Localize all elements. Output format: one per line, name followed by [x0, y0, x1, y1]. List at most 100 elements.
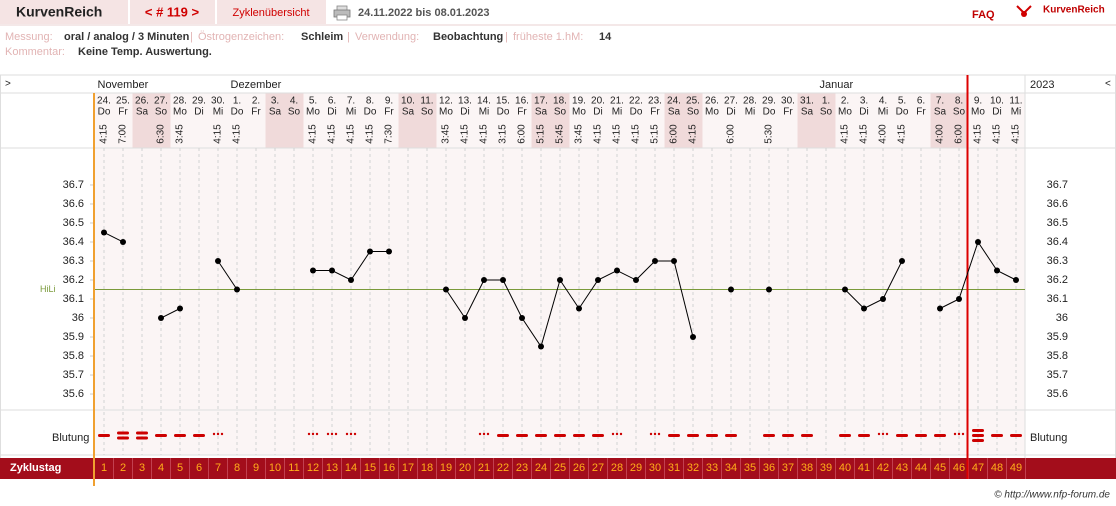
bleeding-bar [1010, 434, 1022, 437]
cycle-day-number: 35 [744, 462, 756, 474]
bleeding-label: Blutung [52, 432, 89, 444]
cycle-day-number: 8 [234, 462, 240, 474]
cycle-day-number: 36 [763, 462, 775, 474]
weekday-label: Do [364, 107, 377, 118]
weekday-label: Mi [878, 107, 889, 118]
temperature-point [367, 248, 373, 255]
date-label: 25. [686, 96, 700, 107]
bleeding-bar [725, 434, 737, 437]
bleeding-dot [957, 432, 961, 436]
date-label: 6. [917, 96, 925, 107]
bleeding-dot [315, 432, 319, 436]
footer: © http://www.nfp-forum.de [994, 490, 1110, 501]
bleeding-mark [478, 432, 490, 436]
bleeding-bar [193, 434, 205, 437]
bleeding-mark [516, 434, 528, 437]
cycle-day-number: 1 [101, 462, 107, 474]
date-label: 22. [629, 96, 643, 107]
bleeding-dot [349, 432, 353, 436]
cycle-day-number: 14 [345, 462, 357, 474]
overview-cell [217, 0, 326, 24]
bleeding-dot [307, 432, 311, 436]
brand: KurvenReich [16, 4, 102, 20]
bleeding-dot [619, 432, 623, 436]
time-label: 4:15 [479, 124, 490, 144]
bleeding-mark [763, 434, 775, 437]
separator: | [190, 31, 193, 43]
bleeding-dot [326, 432, 330, 436]
time-label: 4:15 [897, 124, 908, 144]
time-label: 4:15 [631, 124, 642, 144]
time-label: 4:15 [327, 124, 338, 144]
nav-next[interactable]: < [1105, 79, 1111, 90]
bleeding-mark [136, 431, 148, 440]
cycle-day-number: 29 [630, 462, 642, 474]
cycle-nav[interactable]: < # 119 > [145, 4, 200, 19]
weekday-label: Mi [213, 107, 224, 118]
printer-icon[interactable] [333, 5, 351, 21]
time-label: 3:45 [441, 124, 452, 144]
y-tick-label-right: 36.1 [1047, 293, 1068, 305]
cycle-day-number: 43 [896, 462, 908, 474]
info-label: Östrogenzeichen: [198, 31, 284, 43]
temperature-point [481, 277, 487, 283]
weekday-label: Sa [136, 107, 149, 118]
time-label: 6:00 [954, 124, 965, 144]
weekday-label: Di [726, 107, 735, 118]
weekday-label: Fr [650, 107, 660, 118]
time-label: 5:45 [555, 124, 566, 144]
y-tick-label-right: 35.7 [1047, 369, 1068, 381]
date-label: 5. [898, 96, 906, 107]
bleeding-dot [220, 432, 224, 436]
y-tick-label: 36 [72, 312, 84, 324]
cycle-day-number: 32 [687, 462, 699, 474]
temperature-point [386, 248, 392, 255]
month-label: Dezember [231, 79, 282, 91]
date-label: 29. [762, 96, 776, 107]
faq-link[interactable]: FAQ [972, 9, 995, 21]
date-label: 26. [705, 96, 719, 107]
bleeding-dot [657, 432, 661, 436]
weekend-cell [398, 93, 418, 148]
bleeding-bar [858, 434, 870, 437]
cycle-day-number: 45 [934, 462, 946, 474]
time-label: 4:15 [859, 124, 870, 144]
date-label: 15. [496, 96, 510, 107]
cycle-day-number: 34 [725, 462, 737, 474]
bleeding-mark [896, 434, 908, 437]
overview-link[interactable]: Zyklenübersicht [232, 7, 309, 19]
weekend-cell [417, 93, 437, 148]
weekday-label: Sa [269, 107, 282, 118]
cycle-day-number: 27 [592, 462, 604, 474]
bleeding-dot [653, 432, 657, 436]
temperature-point [842, 286, 848, 293]
cycle-day-label: Zyklustag [10, 462, 61, 474]
time-label: 4:15 [308, 124, 319, 144]
date-label: 16. [515, 96, 529, 107]
weekend-cell [531, 93, 551, 148]
date-label: 4. [290, 96, 298, 107]
nav-prev[interactable]: > [5, 79, 11, 90]
temperature-point [348, 277, 354, 283]
date-label: 28. [173, 96, 187, 107]
cycle-day-number: 12 [307, 462, 319, 474]
weekend-cell [664, 93, 684, 148]
cycle-day-number: 40 [839, 462, 851, 474]
bleeding-mark [307, 432, 319, 436]
date-label: 11. [420, 96, 433, 107]
date-label: 9. [974, 96, 982, 107]
bleeding-dot [611, 432, 615, 436]
date-label: 31. [800, 96, 814, 107]
date-label: 11. [1009, 96, 1022, 107]
bleeding-bar [117, 431, 129, 435]
time-label: 4:00 [935, 124, 946, 144]
date-label: 4. [879, 96, 887, 107]
bleeding-label: Blutung [1030, 432, 1067, 444]
cycle-day-number: 38 [801, 462, 813, 474]
temperature-point [101, 229, 107, 236]
temperature-point [443, 286, 449, 293]
y-tick-label: 36.3 [63, 255, 84, 267]
weekday-label: So [687, 107, 700, 118]
temperature-point [557, 277, 563, 283]
date-label: 9. [385, 96, 393, 107]
